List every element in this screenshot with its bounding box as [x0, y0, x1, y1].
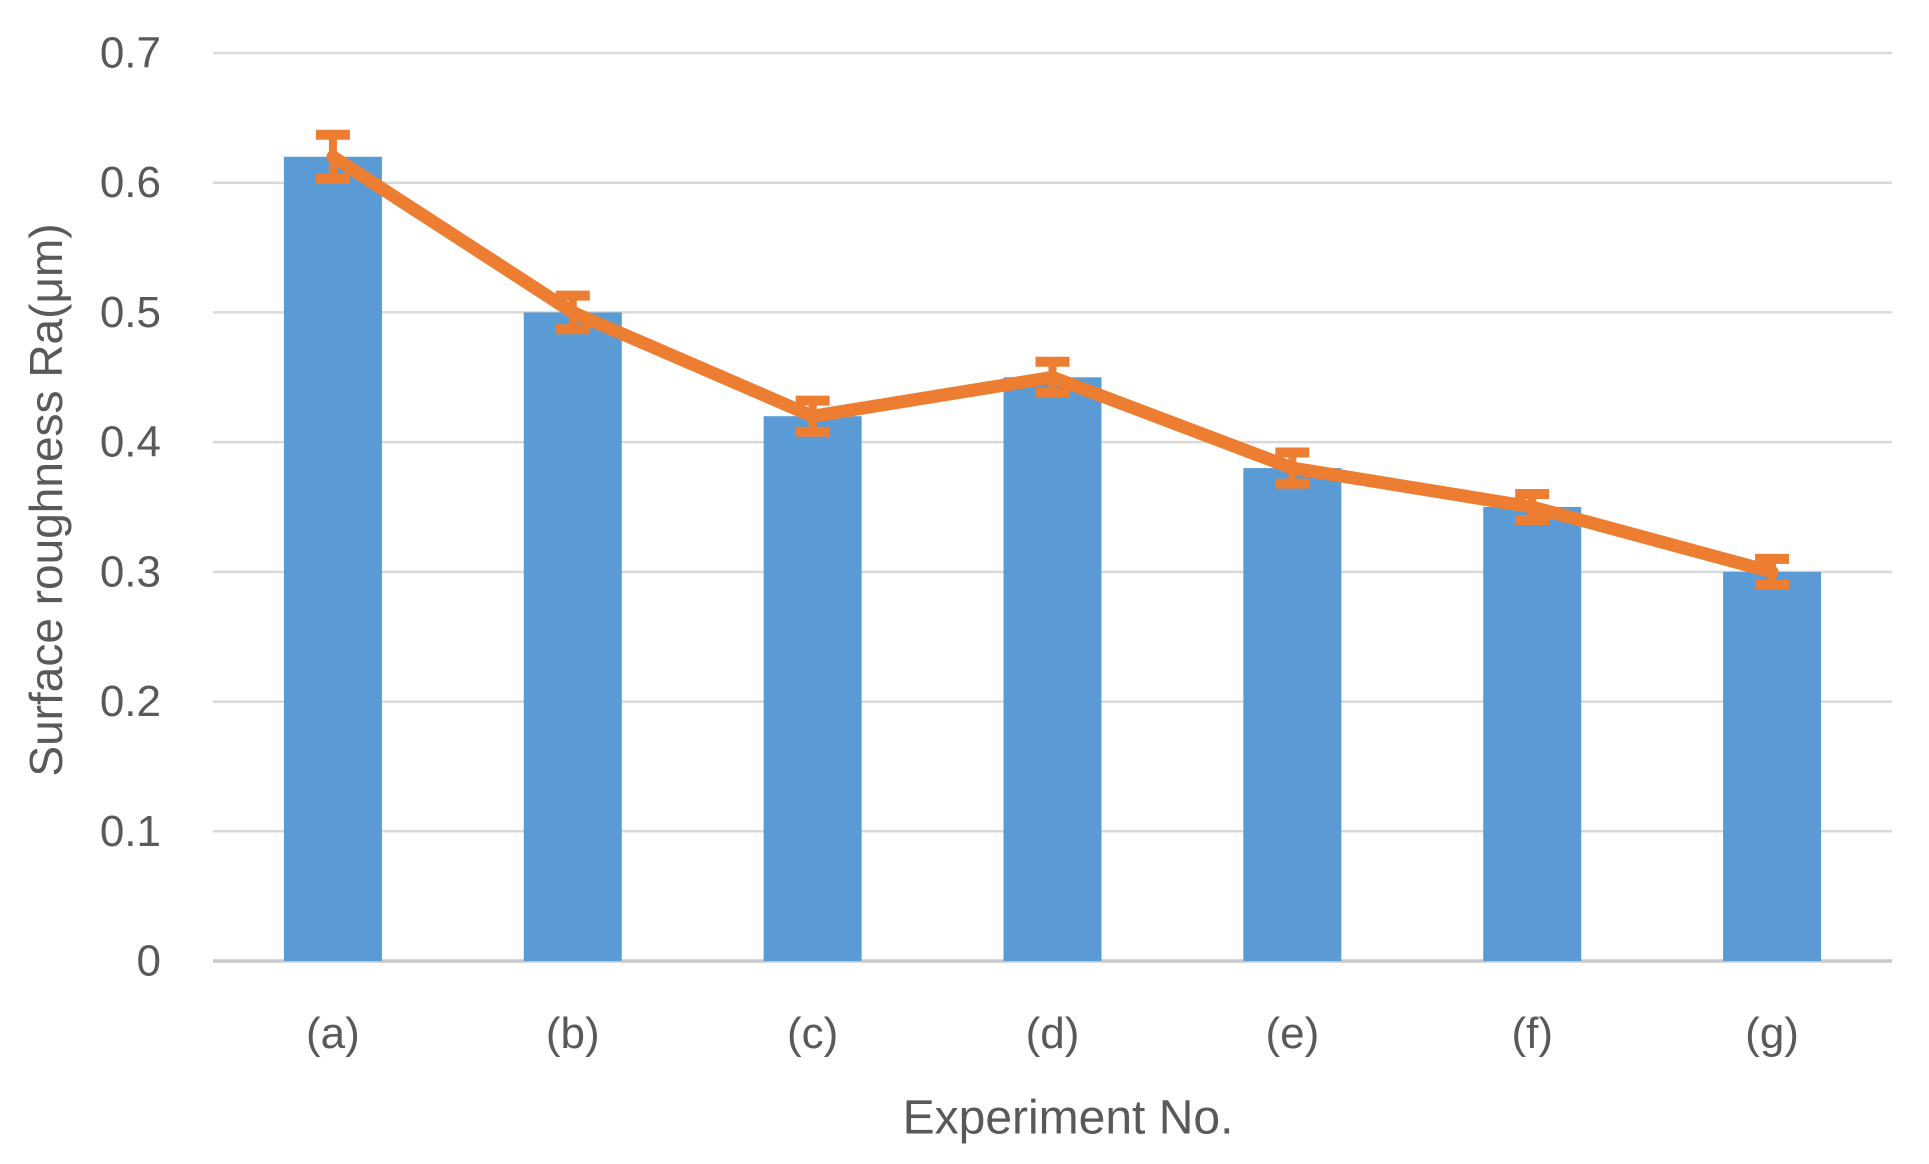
y-tick-label: 0.1 — [100, 807, 161, 856]
bar-g — [1723, 571, 1822, 961]
bar-d — [1003, 377, 1102, 961]
x-tick-label-g: (g) — [1745, 1009, 1799, 1058]
bar-b — [523, 312, 622, 961]
y-tick-label: 0.3 — [100, 547, 161, 596]
bar-f — [1483, 507, 1582, 961]
bar-c — [763, 416, 862, 961]
y-tick-label: 0.5 — [100, 288, 161, 337]
y-tick-label: 0.4 — [100, 418, 161, 467]
y-axis-title: Surface roughness Ra(μm) — [20, 223, 72, 777]
x-axis-title: Experiment No. — [902, 1091, 1234, 1145]
x-tick-label-d: (d) — [1026, 1009, 1080, 1058]
y-tick-label: 0.7 — [100, 29, 161, 78]
y-tick-label: 0.6 — [100, 158, 161, 207]
x-tick-label-a: (a) — [306, 1009, 360, 1058]
y-tick-label: 0.2 — [100, 677, 161, 726]
y-tick-label: 0 — [137, 937, 161, 986]
bar-a — [283, 156, 382, 961]
bar-e — [1243, 468, 1342, 961]
x-tick-label-f: (f) — [1511, 1009, 1553, 1058]
x-tick-label-e: (e) — [1265, 1009, 1319, 1058]
x-tick-label-c: (c) — [787, 1009, 838, 1058]
x-tick-label-b: (b) — [546, 1009, 600, 1058]
